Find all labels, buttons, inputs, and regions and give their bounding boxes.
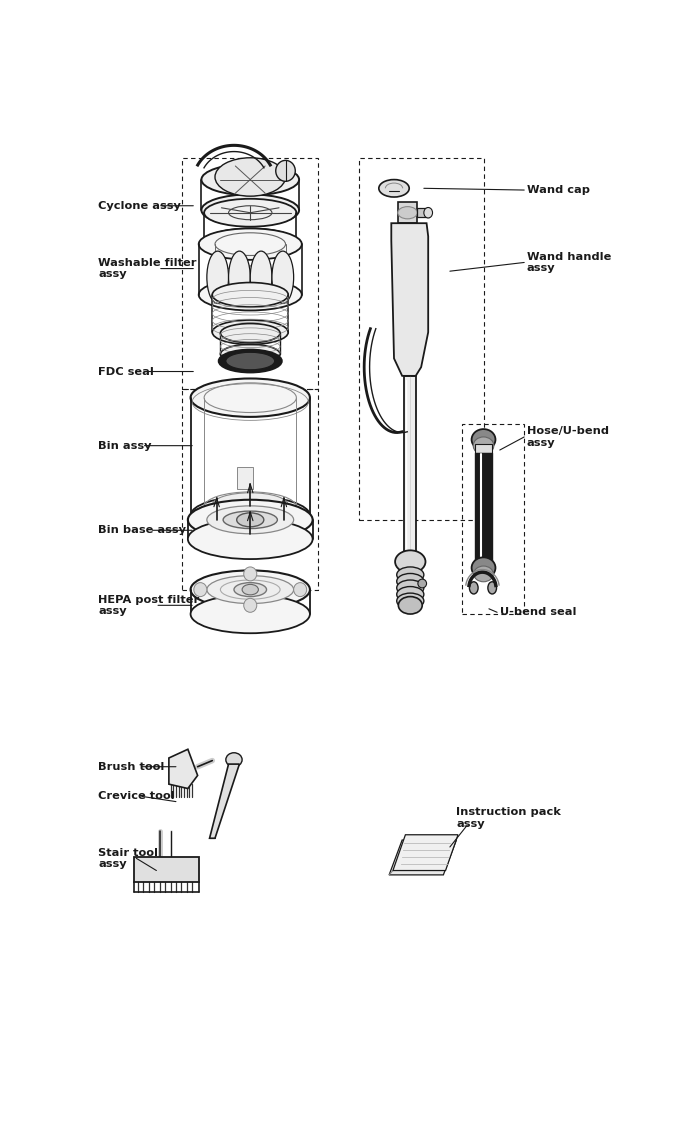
Text: Washable filter
assy: Washable filter assy <box>98 258 197 280</box>
Ellipse shape <box>244 566 257 581</box>
Ellipse shape <box>188 519 313 559</box>
Polygon shape <box>389 840 456 875</box>
Ellipse shape <box>474 566 494 581</box>
Ellipse shape <box>202 195 299 225</box>
Ellipse shape <box>488 581 496 594</box>
Bar <box>417 208 429 218</box>
Ellipse shape <box>294 582 307 597</box>
Ellipse shape <box>397 566 424 582</box>
Text: FDC seal: FDC seal <box>98 366 154 376</box>
Text: Cyclone assy: Cyclone assy <box>98 201 181 211</box>
Ellipse shape <box>379 179 410 197</box>
Text: HEPA post filter
assy: HEPA post filter assy <box>98 595 200 616</box>
Polygon shape <box>209 764 239 838</box>
Text: Wand cap: Wand cap <box>527 185 590 195</box>
Ellipse shape <box>204 229 296 256</box>
Bar <box>398 203 417 223</box>
Ellipse shape <box>251 252 272 304</box>
Ellipse shape <box>190 378 310 417</box>
Ellipse shape <box>397 587 424 603</box>
Text: Crevice tool: Crevice tool <box>98 791 175 801</box>
Ellipse shape <box>220 344 280 364</box>
Bar <box>462 424 524 614</box>
Ellipse shape <box>212 282 288 307</box>
Text: Bin base assy: Bin base assy <box>98 526 186 535</box>
Ellipse shape <box>276 161 295 181</box>
Ellipse shape <box>199 229 302 259</box>
Ellipse shape <box>207 505 294 534</box>
Ellipse shape <box>204 198 296 227</box>
Ellipse shape <box>398 206 417 219</box>
Ellipse shape <box>244 598 257 612</box>
Ellipse shape <box>199 279 302 310</box>
Bar <box>237 468 253 489</box>
Text: Wand handle
assy: Wand handle assy <box>527 252 611 273</box>
Ellipse shape <box>397 593 424 608</box>
Bar <box>358 157 484 520</box>
Bar <box>475 444 491 453</box>
Polygon shape <box>134 858 199 881</box>
Polygon shape <box>169 749 197 789</box>
Ellipse shape <box>226 752 242 767</box>
Ellipse shape <box>237 513 264 527</box>
Text: Brush tool: Brush tool <box>98 761 164 772</box>
Ellipse shape <box>228 252 251 304</box>
Text: U-bend seal: U-bend seal <box>500 607 576 617</box>
Ellipse shape <box>470 581 478 594</box>
Ellipse shape <box>407 233 419 248</box>
Ellipse shape <box>424 207 433 218</box>
Ellipse shape <box>190 595 310 633</box>
Ellipse shape <box>194 582 206 597</box>
Bar <box>183 157 318 389</box>
Text: Instruction pack
assy: Instruction pack assy <box>456 808 561 829</box>
Text: Bin assy: Bin assy <box>98 441 152 451</box>
Ellipse shape <box>220 324 280 342</box>
Ellipse shape <box>472 557 496 578</box>
Ellipse shape <box>397 580 424 596</box>
Ellipse shape <box>397 573 424 589</box>
Ellipse shape <box>223 511 277 528</box>
Ellipse shape <box>219 350 281 373</box>
Ellipse shape <box>395 551 426 573</box>
Ellipse shape <box>272 252 294 304</box>
Bar <box>405 376 416 562</box>
Ellipse shape <box>207 252 228 304</box>
Ellipse shape <box>190 570 310 608</box>
Ellipse shape <box>418 579 426 588</box>
Text: Hose/U-bend
assy: Hose/U-bend assy <box>527 426 609 448</box>
Ellipse shape <box>226 352 274 369</box>
Text: Stair tool
assy: Stair tool assy <box>98 847 158 869</box>
Ellipse shape <box>215 157 286 196</box>
Ellipse shape <box>473 437 494 454</box>
Ellipse shape <box>212 320 288 344</box>
Ellipse shape <box>212 493 288 517</box>
Ellipse shape <box>190 496 310 535</box>
Ellipse shape <box>202 164 299 195</box>
Ellipse shape <box>472 429 496 450</box>
Ellipse shape <box>398 597 422 614</box>
Ellipse shape <box>207 576 294 604</box>
Polygon shape <box>393 835 458 870</box>
Bar <box>183 389 318 589</box>
Polygon shape <box>391 223 428 376</box>
Ellipse shape <box>234 582 267 597</box>
Ellipse shape <box>188 500 313 540</box>
Ellipse shape <box>242 585 258 595</box>
